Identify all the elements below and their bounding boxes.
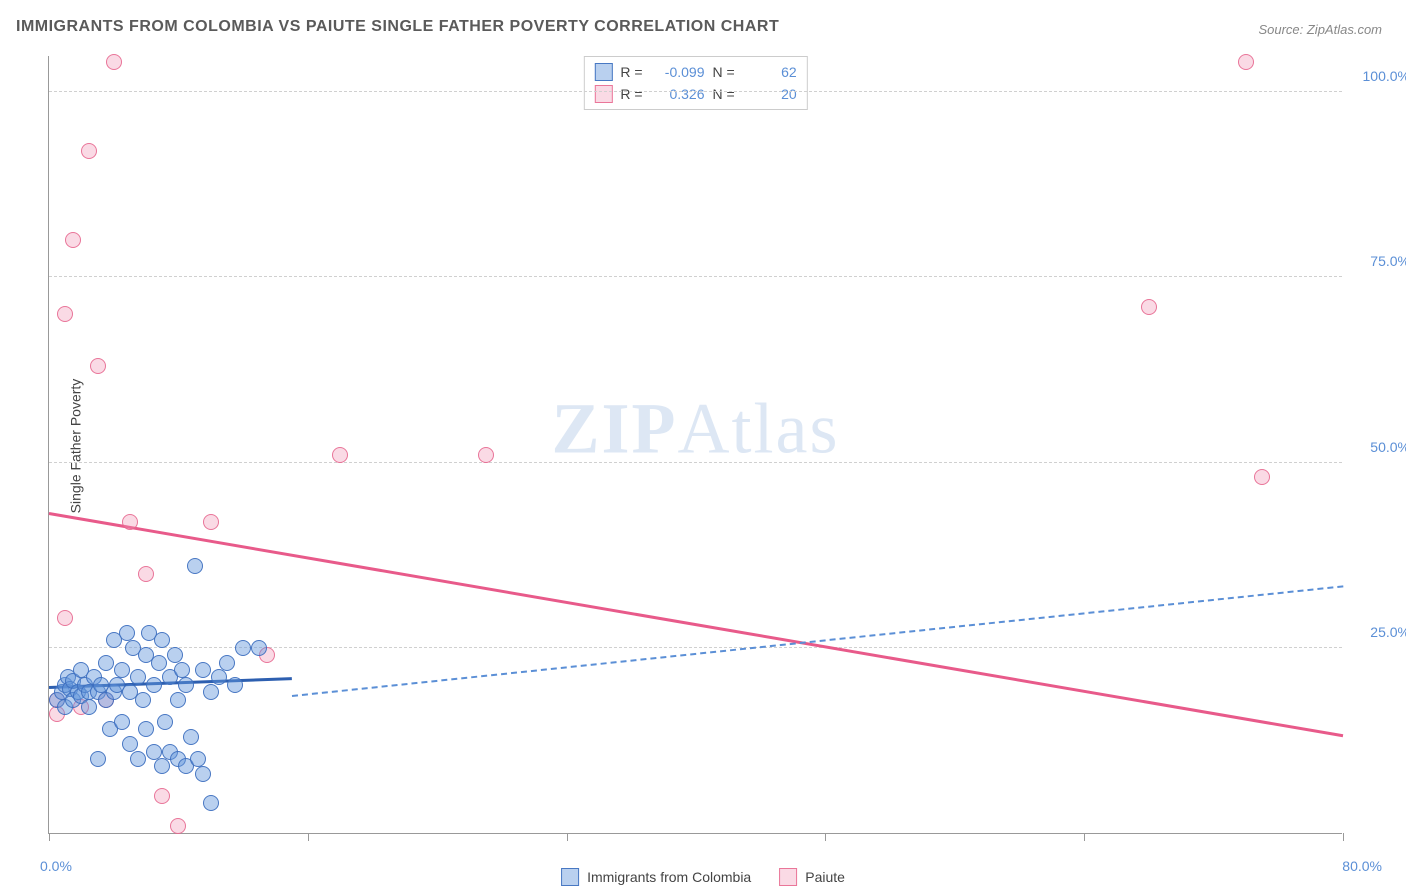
data-point: [170, 818, 186, 834]
data-point: [478, 447, 494, 463]
stats-legend-box: R = -0.099 N = 62 R = 0.326 N = 20: [583, 56, 807, 110]
x-tick: [825, 833, 826, 841]
data-point: [57, 610, 73, 626]
x-tick: [567, 833, 568, 841]
plot-area: ZIPAtlas R = -0.099 N = 62 R = 0.326 N =…: [48, 56, 1342, 834]
data-point: [81, 699, 97, 715]
data-point: [81, 143, 97, 159]
y-tick-label: 50.0%: [1370, 439, 1406, 455]
data-point: [203, 684, 219, 700]
data-point: [138, 566, 154, 582]
data-point: [98, 655, 114, 671]
data-point: [190, 751, 206, 767]
x-tick: [1084, 833, 1085, 841]
data-point: [167, 647, 183, 663]
n-value-1: 62: [743, 64, 797, 80]
legend-item-1: Immigrants from Colombia: [561, 868, 751, 886]
n-label-2: N =: [713, 86, 735, 102]
data-point: [203, 795, 219, 811]
legend-swatch-pink-icon: [779, 868, 797, 886]
data-point: [183, 729, 199, 745]
data-point: [114, 714, 130, 730]
y-tick-label: 100.0%: [1363, 68, 1406, 84]
trend-line: [49, 512, 1343, 737]
legend-swatch-blue-icon: [561, 868, 579, 886]
x-tick: [1343, 833, 1344, 841]
bottom-legend: Immigrants from Colombia Paiute: [561, 868, 845, 886]
stats-row-2: R = 0.326 N = 20: [594, 83, 796, 105]
data-point: [90, 358, 106, 374]
data-point: [219, 655, 235, 671]
data-point: [130, 751, 146, 767]
data-point: [154, 632, 170, 648]
data-point: [154, 788, 170, 804]
x-tick-80: 80.0%: [1342, 858, 1382, 874]
data-point: [119, 625, 135, 641]
trend-line: [292, 586, 1344, 698]
data-point: [235, 640, 251, 656]
legend-label-2: Paiute: [805, 869, 845, 885]
x-tick-0: 0.0%: [40, 858, 72, 874]
stats-row-1: R = -0.099 N = 62: [594, 61, 796, 83]
watermark: ZIPAtlas: [551, 387, 839, 470]
swatch-pink-icon: [594, 85, 612, 103]
chart-container: IMMIGRANTS FROM COLOMBIA VS PAIUTE SINGL…: [0, 0, 1406, 892]
data-point: [154, 758, 170, 774]
data-point: [195, 662, 211, 678]
data-point: [157, 714, 173, 730]
data-point: [1238, 54, 1254, 70]
data-point: [1254, 469, 1270, 485]
data-point: [187, 558, 203, 574]
n-label-1: N =: [713, 64, 735, 80]
data-point: [332, 447, 348, 463]
gridline: [49, 276, 1342, 277]
data-point: [1141, 299, 1157, 315]
data-point: [122, 514, 138, 530]
data-point: [151, 655, 167, 671]
data-point: [57, 306, 73, 322]
gridline: [49, 462, 1342, 463]
data-point: [203, 514, 219, 530]
r-label-2: R =: [620, 86, 642, 102]
data-point: [106, 54, 122, 70]
data-point: [195, 766, 211, 782]
data-point: [227, 677, 243, 693]
gridline: [49, 91, 1342, 92]
data-point: [251, 640, 267, 656]
x-tick: [49, 833, 50, 841]
data-point: [170, 692, 186, 708]
data-point: [135, 692, 151, 708]
data-point: [174, 662, 190, 678]
y-tick-label: 75.0%: [1370, 253, 1406, 269]
data-point: [114, 662, 130, 678]
data-point: [90, 751, 106, 767]
r-value-1: -0.099: [651, 64, 705, 80]
data-point: [138, 721, 154, 737]
x-tick: [308, 833, 309, 841]
watermark-rest: Atlas: [678, 388, 840, 468]
data-point: [65, 232, 81, 248]
n-value-2: 20: [743, 86, 797, 102]
y-tick-label: 25.0%: [1370, 624, 1406, 640]
swatch-blue-icon: [594, 63, 612, 81]
r-label-1: R =: [620, 64, 642, 80]
legend-item-2: Paiute: [779, 868, 845, 886]
data-point: [122, 736, 138, 752]
legend-label-1: Immigrants from Colombia: [587, 869, 751, 885]
data-point: [178, 677, 194, 693]
r-value-2: 0.326: [651, 86, 705, 102]
watermark-bold: ZIP: [551, 388, 677, 468]
data-point: [211, 669, 227, 685]
source-label: Source: ZipAtlas.com: [1258, 22, 1382, 37]
data-point: [146, 677, 162, 693]
chart-title: IMMIGRANTS FROM COLOMBIA VS PAIUTE SINGL…: [16, 18, 779, 36]
data-point: [146, 744, 162, 760]
data-point: [130, 669, 146, 685]
